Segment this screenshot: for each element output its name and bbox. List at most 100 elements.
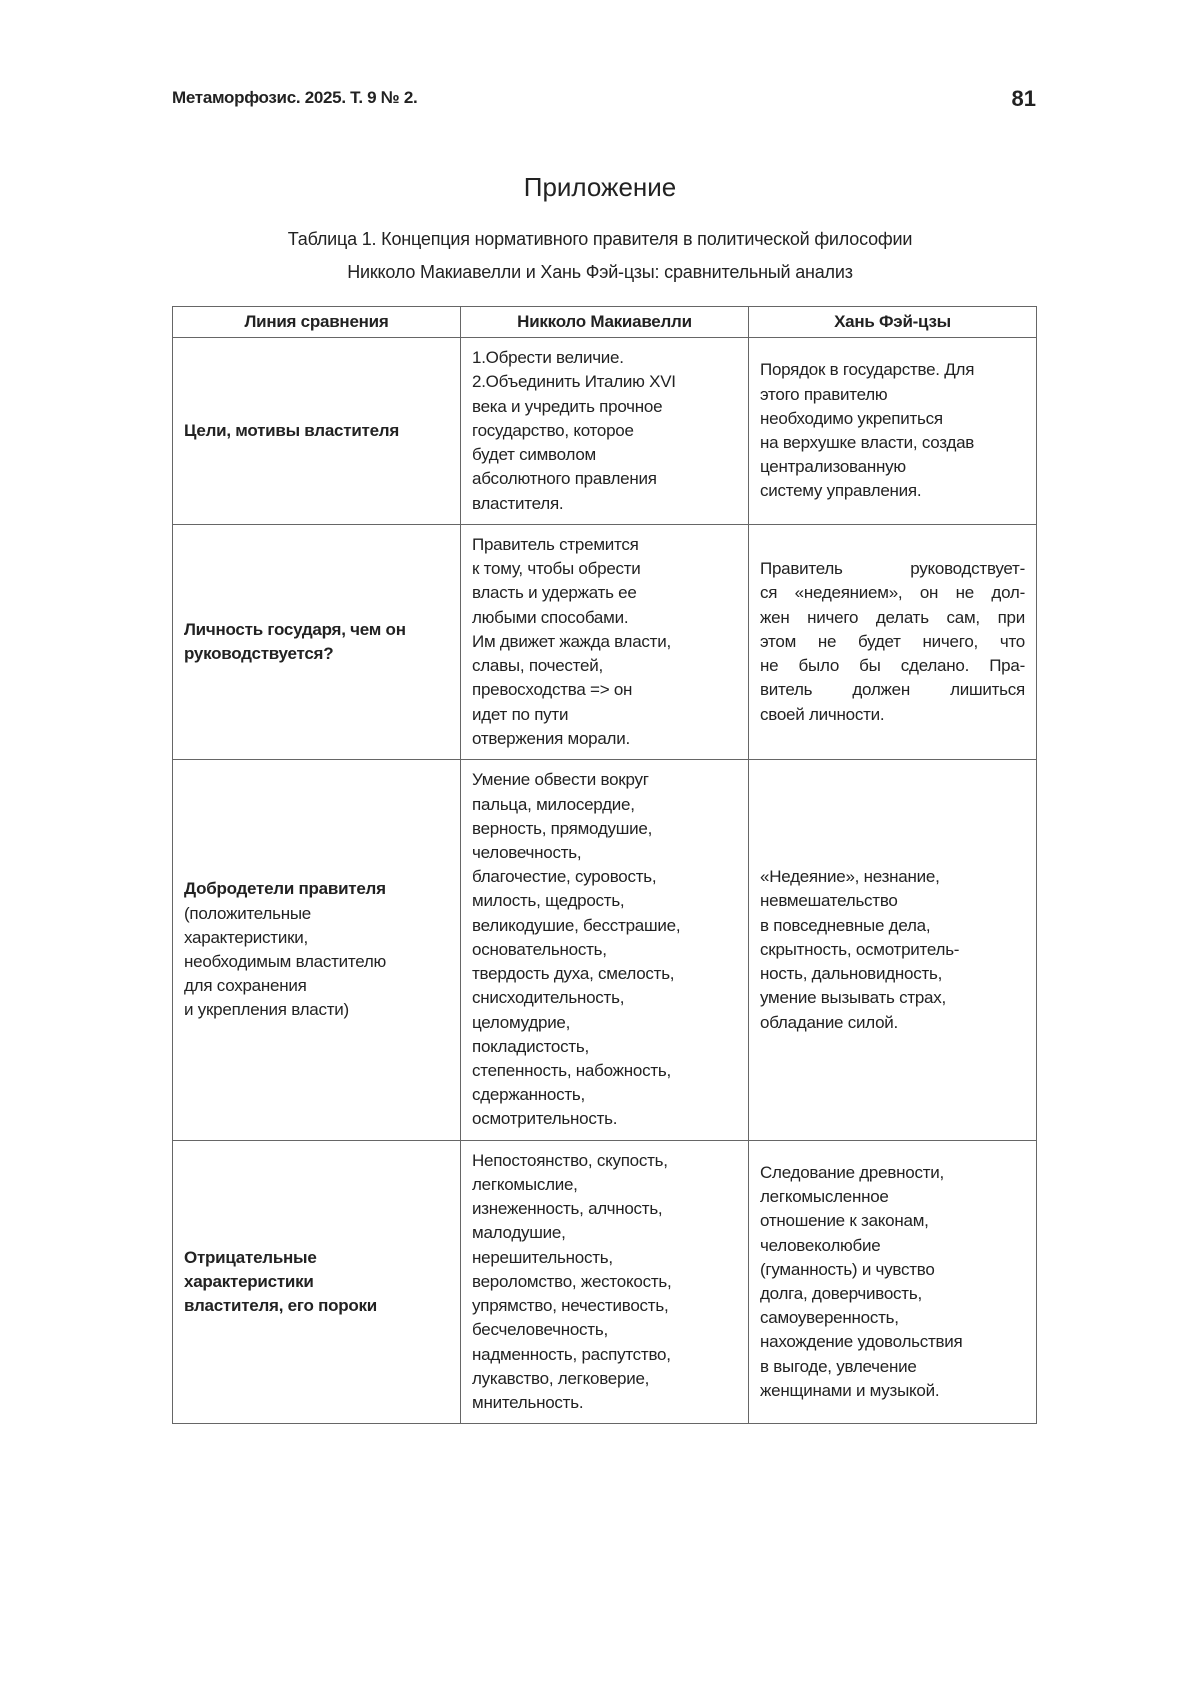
cell-line: долга, доверчивость, [760,1282,1025,1306]
cell-line: пальца, милосердие, [472,793,737,817]
cell-line: государство, которое [472,419,737,443]
cell-line: систему управления. [760,479,1025,503]
cell-line: в выгоде, увлечение [760,1355,1025,1379]
cell-line: не было бы сделано. Пра- [760,654,1025,678]
cell-line: Порядок в государстве. Для [760,358,1025,382]
cell-line: будет символом [472,443,737,467]
cell-line: бесчеловечность, [472,1318,737,1342]
cell-line: малодушие, [472,1221,737,1245]
cell-line: Добродетели правителя [184,877,449,901]
cell-line: женщинами и музыкой. [760,1379,1025,1403]
cell-line: человеколюбие [760,1234,1025,1258]
cell-line: этого правителю [760,383,1025,407]
cell-line: Им движет жажда власти, [472,630,737,654]
cell-line: необходимым властителю [184,950,449,974]
cell-line: абсолютного правления [472,467,737,491]
cell-line: невмешательство [760,889,1025,913]
section-title: Приложение [0,172,1200,203]
comparison-line-cell: Личность государя, чем онруководствуется… [173,525,461,760]
cell-line: любыми способами. [472,606,737,630]
cell-line: характеристики, [184,926,449,950]
cell-line: твердость духа, смелость, [472,962,737,986]
cell-line: отношение к законам, [760,1209,1025,1233]
cell-line: благочестие, суровость, [472,865,737,889]
column-header: Хань Фэй-цзы [749,307,1037,338]
cell-line: жен ничего делать сам, при [760,606,1025,630]
cell-line: в повседневные дела, [760,914,1025,938]
cell-line: идет по пути [472,703,737,727]
cell-line: милость, щедрость, [472,889,737,913]
cell-line: легкомыслие, [472,1173,737,1197]
cell-line: необходимо укрепиться [760,407,1025,431]
cell-line: властителя, его пороки [184,1294,449,1318]
cell-line: Непостоянство, скупость, [472,1149,737,1173]
cell-line: для сохранения [184,974,449,998]
cell-line: централизованную [760,455,1025,479]
cell-line: властителя. [472,492,737,516]
cell-line: своей личности. [760,703,1025,727]
cell-line: мнительность. [472,1391,737,1415]
cell-line: «Недеяние», незнание, [760,865,1025,889]
cell-line: Правитель руководствует- [760,557,1025,581]
cell-line: славы, почестей, [472,654,737,678]
cell-line: умение вызывать страх, [760,986,1025,1010]
machiavelli-cell: Непостоянство, скупость,легкомыслие,изне… [461,1141,749,1424]
cell-line: витель должен лишиться [760,678,1025,702]
hanfeizi-cell: Порядок в государстве. Дляэтого правител… [749,338,1037,525]
cell-line: нахождение удовольствия [760,1330,1025,1354]
cell-line: этом не будет ничего, что [760,630,1025,654]
cell-line: основательность, [472,938,737,962]
cell-line: лукавство, легковерие, [472,1367,737,1391]
cell-line: целомудрие, [472,1011,737,1035]
cell-line: века и учредить прочное [472,395,737,419]
comparison-line-cell: Отрицательныехарактеристикивластителя, е… [173,1141,461,1424]
cell-line: упрямство, нечестивость, [472,1294,737,1318]
machiavelli-cell: Умение обвести вокругпальца, милосердие,… [461,760,749,1141]
cell-line: на верхушке власти, создав [760,431,1025,455]
cell-line: надменность, распутство, [472,1343,737,1367]
column-header: Линия сравнения [173,307,461,338]
cell-line: характеристики [184,1270,449,1294]
cell-line: обладание силой. [760,1011,1025,1035]
hanfeizi-cell: Правитель руководствует-ся «недеянием», … [749,525,1037,760]
cell-line: верность, прямодушие, [472,817,737,841]
cell-line: самоуверенность, [760,1306,1025,1330]
table-caption-line: Никколо Макиавелли и Хань Фэй-цзы: сравн… [0,262,1200,283]
cell-line: снисходительность, [472,986,737,1010]
cell-line: Отрицательные [184,1246,449,1270]
hanfeizi-cell: «Недеяние», незнание,невмешательствов по… [749,760,1037,1141]
cell-line: Умение обвести вокруг [472,768,737,792]
cell-line: отвержения морали. [472,727,737,751]
machiavelli-cell: 1.Обрести величие.2.Объединить Италию XV… [461,338,749,525]
cell-line: Цели, мотивы властителя [184,419,449,443]
table-row: Цели, мотивы властителя 1.Обрести величие… [173,338,1037,525]
cell-line: к тому, чтобы обрести [472,557,737,581]
table-row: Личность государя, чем онруководствуется… [173,525,1037,760]
cell-line: покладистость, [472,1035,737,1059]
column-header: Никколо Макиавелли [461,307,749,338]
cell-line: власть и удержать ее [472,581,737,605]
cell-line: и укрепления власти) [184,998,449,1022]
cell-line: Следование древности, [760,1161,1025,1185]
cell-line: (положительные [184,902,449,926]
cell-line: изнеженность, алчность, [472,1197,737,1221]
cell-line: Правитель стремится [472,533,737,557]
cell-line: сдержанность, [472,1083,737,1107]
cell-line: степенность, набожность, [472,1059,737,1083]
cell-line: (гуманность) и чувство [760,1258,1025,1282]
comparison-line-cell: Цели, мотивы властителя [173,338,461,525]
table-caption-line: Таблица 1. Концепция нормативного правит… [0,229,1200,250]
comparison-line-cell: Добродетели правителя(положительныехарак… [173,760,461,1141]
cell-line: вероломство, жестокость, [472,1270,737,1294]
cell-line: великодушие, бесстрашие, [472,914,737,938]
cell-line: превосходства => он [472,678,737,702]
cell-line: осмотрительность. [472,1107,737,1131]
cell-line: 2.Объединить Италию XVI [472,370,737,394]
machiavelli-cell: Правитель стремитсяк тому, чтобы обрести… [461,525,749,760]
comparison-table: Линия сравнения Никколо Макиавелли Хань … [172,306,1037,1424]
journal-header: Метаморфозис. 2025. Т. 9 № 2. [172,88,417,108]
cell-line: скрытность, осмотритель- [760,938,1025,962]
cell-line: ся «недеянием», он не дол- [760,581,1025,605]
table-header-row: Линия сравнения Никколо Макиавелли Хань … [173,307,1037,338]
cell-line: руководствуется? [184,642,449,666]
